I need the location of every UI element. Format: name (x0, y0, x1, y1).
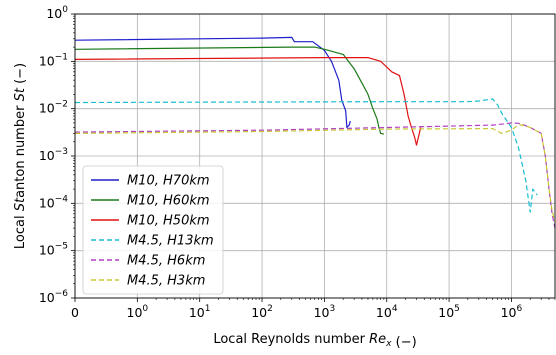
y-tick-label: 10−1 (39, 52, 68, 68)
series-line (74, 56, 422, 146)
x-tick-label: 100 (127, 304, 149, 320)
legend-label: M10, H60km (127, 194, 210, 209)
series-line (74, 122, 556, 229)
x-tick-label: 105 (438, 304, 460, 320)
y-axis-label: Local Stanton number St (−) (13, 63, 28, 249)
series-line (74, 123, 556, 223)
y-tick-label: 10−2 (39, 100, 68, 116)
y-tick-label: 10−3 (39, 147, 68, 163)
y-tick-label: 100 (46, 5, 68, 21)
legend-label: M4.5, H13km (127, 234, 214, 249)
y-tick-label: 10−6 (39, 289, 68, 305)
legend-label: M10, H50km (127, 214, 210, 229)
x-axis-label: Local Reynolds number Rex (−) (213, 332, 416, 350)
y-tick-label: 10−4 (39, 194, 68, 210)
x-tick-label: 103 (314, 304, 336, 320)
x-tick-label: 106 (501, 304, 523, 320)
x-tick-label: 102 (251, 304, 273, 320)
legend-label: M4.5, H6km (127, 254, 205, 269)
series-line (74, 36, 351, 129)
tick-labels: 0 100 101 102 103 104 105 106 10−6 10−5 10−4 10−3 10… (39, 5, 523, 320)
series-lines (74, 36, 556, 229)
x-tick-label: 104 (376, 304, 398, 320)
x-tick-label: 0 (71, 305, 79, 320)
x-tick-label: 101 (189, 304, 211, 320)
tick-marks (71, 13, 556, 302)
legend-box (82, 165, 224, 295)
legend-label: M4.5, H3km (127, 274, 205, 289)
legend-label: M10, H70km (127, 174, 210, 189)
series-line (74, 46, 385, 135)
y-tick-label: 10−5 (39, 242, 68, 258)
legend: M10, H70km M10, H60km M10, H50km M4.5, H13k… (82, 165, 224, 295)
